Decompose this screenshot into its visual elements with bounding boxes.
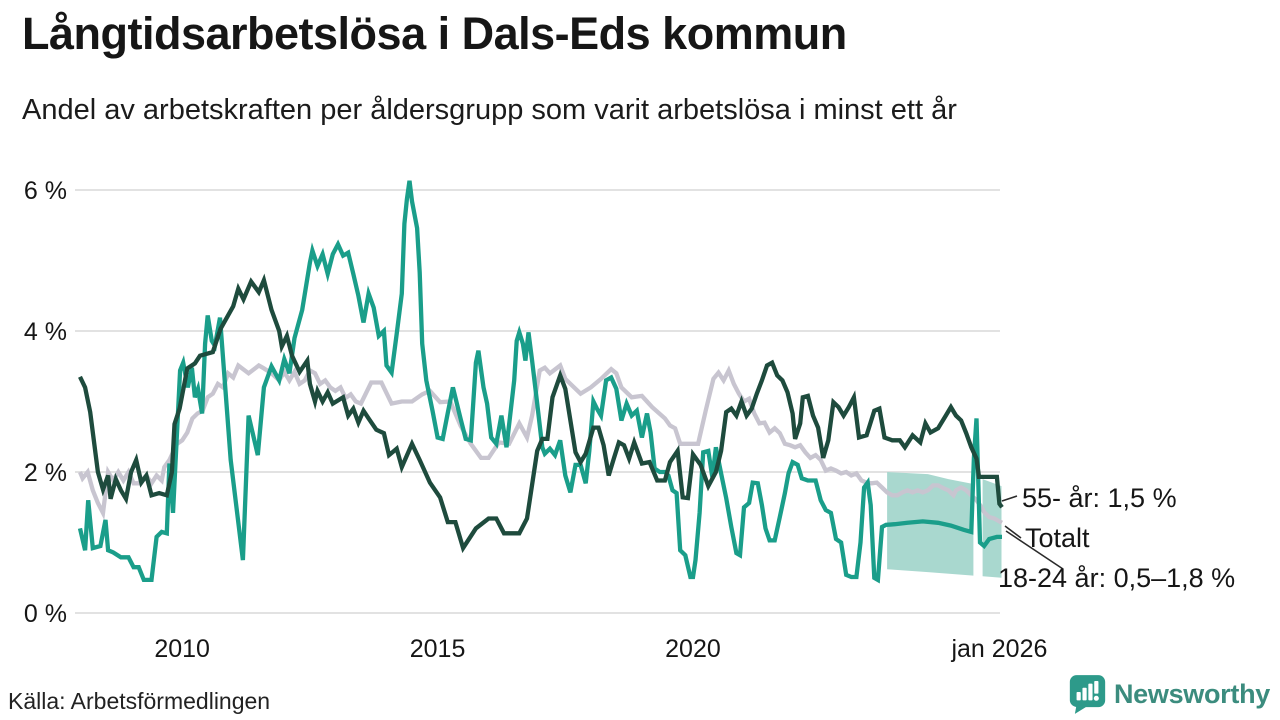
annotation-label-totalt: Totalt [1025, 523, 1090, 553]
brand-name: Newsworthy [1113, 679, 1270, 709]
annotation-leader-line [1005, 530, 1064, 570]
y-axis-tick-label: 2 % [24, 459, 67, 487]
x-axis-tick-label: 2015 [410, 635, 466, 663]
x-axis-tick-label: 2010 [154, 635, 210, 663]
series-line-18-24-r [77, 180, 1002, 584]
series-line-totalt [78, 362, 1004, 525]
x-axis-tick-label: 2020 [665, 635, 721, 663]
page-subtitle: Andel av arbetskraften per åldersgrupp s… [22, 94, 957, 126]
annotation-label-18-24-r: 18-24 år: 0,5–1,8 % [998, 563, 1235, 593]
newsworthy-icon [1069, 675, 1106, 714]
page-title: Långtidsarbetslösa i Dals-Eds kommun [22, 8, 847, 59]
brand-logo: Newsworthy [1069, 674, 1270, 715]
annotation-leader-line [1004, 525, 1022, 539]
y-axis-tick-label: 4 % [24, 318, 67, 346]
annotation-leader-line [1001, 495, 1018, 502]
source-note: Källa: Arbetsförmedlingen [8, 688, 271, 714]
x-axis-tick-label: jan 2026 [950, 635, 1047, 663]
series-line-55-r [78, 273, 1004, 554]
y-axis-tick-label: 0 % [24, 600, 67, 628]
annotation-label-55-r: 55- år: 1,5 % [1022, 483, 1177, 513]
uncertainty-band [982, 479, 1002, 578]
y-axis-tick-label: 6 % [24, 177, 67, 205]
